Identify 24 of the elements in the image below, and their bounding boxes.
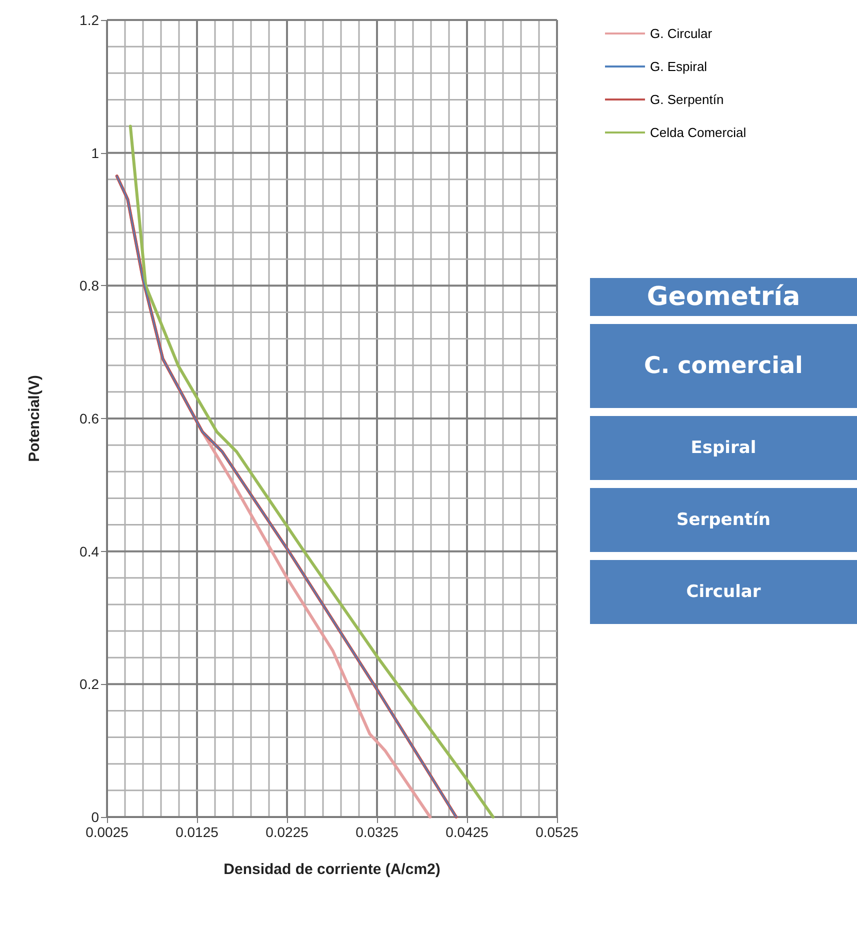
x-tick-label: 0.0425 (446, 824, 489, 840)
y-axis-title: Potencial(V) (26, 375, 43, 462)
y-tick-label: 0.8 (80, 278, 100, 294)
text: Geometría (590, 278, 857, 316)
y-tick-label: 0 (91, 809, 100, 825)
y-tick-label: 1.2 (80, 12, 100, 28)
x-tick-label: 0.0325 (356, 824, 399, 840)
y-tick-label: 0.6 (80, 410, 100, 426)
legend-label: G. Espiral (650, 59, 708, 74)
y-tick-label: 1 (91, 144, 100, 161)
y-tick-label: 0.2 (80, 676, 100, 692)
text: C. comercial (590, 324, 857, 408)
legend-label: G. Serpentín (650, 92, 724, 107)
legend-label: G. Circular (650, 26, 713, 41)
x-tick-label: 0.0025 (86, 824, 129, 840)
text: Serpentín (590, 488, 857, 552)
x-axis-title: Densidad de corriente (A/cm2) (224, 861, 440, 878)
text: Espiral (590, 416, 857, 480)
legend-label: Celda Comercial (650, 125, 746, 140)
x-tick-label: 0.0525 (536, 824, 579, 840)
text: Circular (590, 560, 857, 624)
x-tick-label: 0.0225 (266, 824, 309, 840)
x-tick-label: 0.0125 (176, 824, 219, 840)
y-tick-label: 0.4 (80, 543, 100, 560)
